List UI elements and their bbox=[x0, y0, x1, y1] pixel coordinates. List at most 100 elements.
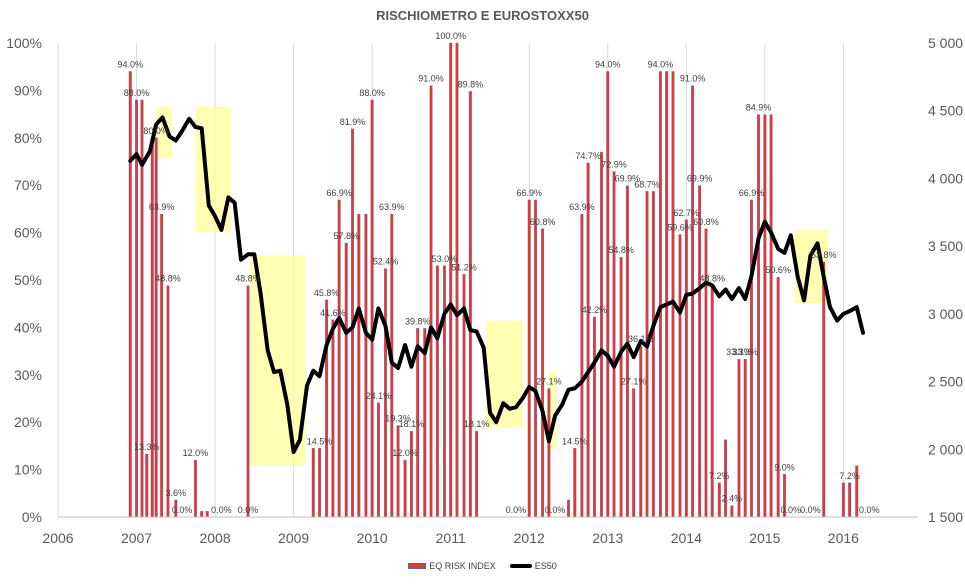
bar-data-label: 33.3% bbox=[726, 347, 752, 357]
bar-data-label: 80.0% bbox=[143, 126, 169, 136]
bar-data-label: 94.0% bbox=[648, 59, 674, 69]
x-tick-label: 2014 bbox=[671, 530, 702, 546]
risk-bar bbox=[750, 199, 753, 518]
y-left-tick-label: 80% bbox=[14, 130, 42, 146]
bar-data-label: 9.0% bbox=[774, 462, 795, 472]
bar-data-label: 53.0% bbox=[432, 254, 458, 264]
risk-bar bbox=[435, 265, 439, 518]
risk-bar bbox=[567, 499, 570, 518]
risk-bar bbox=[658, 71, 662, 518]
bar-data-label: 0.0% bbox=[545, 505, 566, 515]
risk-bar bbox=[730, 505, 734, 518]
risk-bar bbox=[160, 213, 164, 518]
risk-bar bbox=[246, 285, 250, 518]
x-tick-label: 2009 bbox=[278, 530, 309, 546]
bar-data-label: 72.9% bbox=[601, 159, 627, 169]
bar-data-label: 0.0% bbox=[238, 505, 259, 515]
risk-bar bbox=[364, 213, 368, 518]
bar-data-label: 48.8% bbox=[699, 274, 725, 284]
risk-bar bbox=[449, 42, 453, 518]
bar-data-label: 45.8% bbox=[314, 288, 340, 298]
risk-bar bbox=[684, 219, 688, 518]
risk-bar bbox=[311, 448, 315, 518]
bar-data-label: 12.0% bbox=[392, 448, 418, 458]
y-left-tick-label: 40% bbox=[14, 319, 42, 335]
risk-bar bbox=[625, 185, 629, 518]
x-tick-label: 2008 bbox=[199, 530, 230, 546]
bar-data-label: 48.8% bbox=[155, 274, 181, 284]
bar-data-label: 100.0% bbox=[435, 31, 466, 41]
risk-bar bbox=[357, 213, 361, 518]
bar-data-label: 12.0% bbox=[183, 448, 209, 458]
risk-bar bbox=[547, 388, 551, 518]
risk-bar bbox=[541, 228, 545, 518]
bar-data-label: 18.1% bbox=[399, 419, 425, 429]
x-tick-label: 2007 bbox=[121, 530, 152, 546]
risk-bar bbox=[166, 285, 170, 518]
y-right-tick-label: 4 000 bbox=[928, 170, 963, 186]
risk-bar bbox=[527, 199, 531, 518]
bar-data-label: 7.2% bbox=[839, 471, 860, 481]
risk-bar bbox=[455, 42, 459, 518]
chart-title: RISCHIOMETRO E EUROSTOXX50 bbox=[376, 8, 589, 23]
risk-bar bbox=[205, 511, 209, 518]
bar-data-label: 63.9% bbox=[149, 202, 175, 212]
bar-data-label: 60.8% bbox=[693, 217, 719, 227]
risk-bar bbox=[429, 85, 433, 518]
bar-data-label: 27.1% bbox=[621, 377, 647, 387]
risk-bar bbox=[318, 448, 321, 518]
risk-bar bbox=[344, 242, 348, 518]
bar-data-label: 36.1% bbox=[628, 334, 654, 344]
y-left-tick-label: 70% bbox=[14, 177, 42, 193]
bar-data-label: 0.0% bbox=[800, 505, 821, 515]
risk-bar bbox=[763, 114, 767, 518]
risk-bar bbox=[331, 319, 335, 518]
risk-bar bbox=[403, 459, 407, 518]
risk-bar bbox=[193, 459, 197, 518]
risk-bar bbox=[534, 199, 537, 518]
legend-label-line: ES50 bbox=[534, 561, 557, 571]
bar-data-label: 68.7% bbox=[634, 179, 660, 189]
bar-data-label: 48.8% bbox=[235, 274, 261, 284]
bar-data-label: 69.9% bbox=[687, 174, 713, 184]
bar-data-label: 54.8% bbox=[608, 245, 634, 255]
y-right-tick-label: 1 500 bbox=[928, 509, 963, 525]
risk-bar bbox=[710, 285, 714, 518]
y-left-tick-label: 20% bbox=[14, 414, 42, 430]
risk-bar bbox=[651, 191, 655, 518]
risk-bar bbox=[678, 234, 682, 518]
bar-data-label: 59.6% bbox=[667, 222, 693, 232]
y-left-tick-label: 10% bbox=[14, 462, 42, 478]
risk-bar bbox=[592, 316, 596, 518]
risk-bar bbox=[376, 402, 380, 518]
risk-bar bbox=[704, 228, 708, 518]
legend-swatch-bars bbox=[408, 563, 427, 569]
bar-data-label: 74.7% bbox=[575, 151, 601, 161]
highlight-box bbox=[548, 372, 557, 450]
legend-item-line[interactable]: ES50 bbox=[509, 561, 557, 571]
risk-bar bbox=[128, 71, 132, 518]
y-right-tick-label: 3 500 bbox=[928, 238, 963, 254]
legend-swatch-line bbox=[509, 564, 532, 568]
risk-bar bbox=[409, 431, 413, 518]
y-left-tick-label: 50% bbox=[14, 272, 42, 288]
bar-data-label: 0.0% bbox=[172, 505, 193, 515]
risk-bar bbox=[665, 71, 669, 518]
risk-bar bbox=[822, 261, 826, 518]
legend-item-bars[interactable]: EQ RISK INDEX bbox=[408, 561, 496, 571]
y-right-tick-label: 3 000 bbox=[928, 306, 963, 322]
bar-data-label: 42.2% bbox=[582, 305, 608, 315]
bar-data-label: 53.8% bbox=[811, 250, 837, 260]
risk-bar bbox=[757, 114, 761, 518]
bar-data-label: 66.9% bbox=[739, 188, 765, 198]
risk-bar bbox=[586, 162, 590, 518]
risk-bar bbox=[442, 265, 446, 518]
bar-data-label: 69.9% bbox=[615, 174, 641, 184]
y-left-tick-label: 100% bbox=[6, 35, 42, 51]
risk-bar bbox=[606, 71, 610, 518]
risk-bar bbox=[370, 99, 374, 518]
risk-bar bbox=[769, 114, 773, 518]
y-left-tick-label: 90% bbox=[14, 82, 42, 98]
